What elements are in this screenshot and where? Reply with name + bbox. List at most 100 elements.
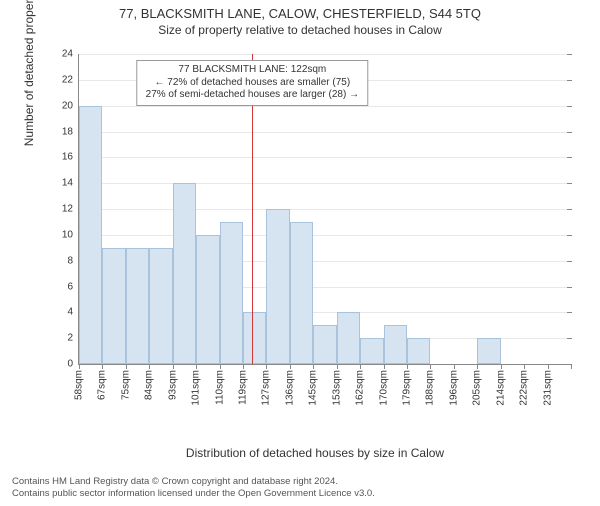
annotation-line1: 77 BLACKSMITH LANE: 122sqm bbox=[146, 64, 359, 77]
footer: Contains HM Land Registry data © Crown c… bbox=[12, 476, 375, 500]
ytick-mark bbox=[567, 235, 572, 236]
gridline bbox=[79, 157, 571, 158]
bar bbox=[360, 338, 383, 364]
xtick-mark bbox=[313, 364, 314, 369]
xtick-label: 179sqm bbox=[402, 370, 413, 406]
annotation-line2: ← 72% of detached houses are smaller (75… bbox=[146, 77, 359, 90]
bar bbox=[337, 312, 360, 364]
xtick-mark bbox=[430, 364, 431, 369]
ytick-mark bbox=[567, 80, 572, 81]
chart-container: Number of detached properties 0246810121… bbox=[60, 54, 570, 404]
xtick-mark bbox=[243, 364, 244, 369]
xtick-label: 231sqm bbox=[542, 370, 553, 406]
gridline bbox=[79, 209, 571, 210]
bar bbox=[477, 338, 500, 364]
ytick-label: 4 bbox=[67, 307, 73, 318]
ytick-label: 14 bbox=[62, 178, 73, 189]
gridline bbox=[79, 132, 571, 133]
xtick-mark bbox=[126, 364, 127, 369]
ytick-mark bbox=[567, 287, 572, 288]
xtick-mark bbox=[477, 364, 478, 369]
xtick-label: 119sqm bbox=[238, 370, 249, 405]
gridline bbox=[79, 183, 571, 184]
ytick-mark bbox=[567, 132, 572, 133]
xtick-mark bbox=[454, 364, 455, 369]
ytick-mark bbox=[567, 54, 572, 55]
xtick-label: 84sqm bbox=[144, 370, 155, 400]
xtick-mark bbox=[501, 364, 502, 369]
xtick-mark bbox=[360, 364, 361, 369]
xtick-label: 205sqm bbox=[472, 370, 483, 406]
bar bbox=[407, 338, 430, 364]
ytick-mark bbox=[567, 106, 572, 107]
bar bbox=[266, 209, 289, 364]
xtick-label: 110sqm bbox=[214, 370, 225, 405]
page-subtitle: Size of property relative to detached ho… bbox=[0, 23, 600, 37]
bar bbox=[290, 222, 313, 364]
ytick-label: 2 bbox=[67, 333, 73, 344]
xtick-label: 58sqm bbox=[74, 370, 85, 400]
xtick-label: 101sqm bbox=[191, 370, 202, 406]
ytick-mark bbox=[567, 157, 572, 158]
xtick-label: 136sqm bbox=[284, 370, 295, 406]
xtick-mark bbox=[384, 364, 385, 369]
gridline bbox=[79, 235, 571, 236]
page-title: 77, BLACKSMITH LANE, CALOW, CHESTERFIELD… bbox=[0, 6, 600, 21]
xtick-label: 145sqm bbox=[308, 370, 319, 406]
ytick-mark bbox=[567, 209, 572, 210]
annotation-box: 77 BLACKSMITH LANE: 122sqm ← 72% of deta… bbox=[137, 60, 368, 106]
footer-line1: Contains HM Land Registry data © Crown c… bbox=[12, 476, 375, 488]
xtick-mark bbox=[337, 364, 338, 369]
bar bbox=[126, 248, 149, 364]
bar bbox=[173, 183, 196, 364]
xtick-mark bbox=[548, 364, 549, 369]
gridline bbox=[79, 106, 571, 107]
y-axis-label: Number of detached properties bbox=[22, 0, 36, 146]
ytick-label: 18 bbox=[62, 126, 73, 137]
xtick-label: 162sqm bbox=[355, 370, 366, 406]
bar bbox=[79, 106, 102, 364]
xtick-mark bbox=[571, 364, 572, 369]
footer-line2: Contains public sector information licen… bbox=[12, 488, 375, 500]
xtick-label: 127sqm bbox=[261, 370, 272, 406]
xtick-label: 170sqm bbox=[378, 370, 389, 406]
xtick-label: 222sqm bbox=[519, 370, 530, 406]
ytick-label: 24 bbox=[62, 49, 73, 60]
xtick-label: 188sqm bbox=[425, 370, 436, 406]
ytick-label: 16 bbox=[62, 152, 73, 163]
ytick-mark bbox=[567, 261, 572, 262]
ytick-label: 8 bbox=[67, 255, 73, 266]
ytick-label: 10 bbox=[62, 229, 73, 240]
bar bbox=[384, 325, 407, 364]
xtick-label: 153sqm bbox=[331, 370, 342, 406]
ytick-mark bbox=[567, 338, 572, 339]
bar bbox=[313, 325, 336, 364]
xtick-mark bbox=[173, 364, 174, 369]
ytick-label: 20 bbox=[62, 100, 73, 111]
xtick-label: 214sqm bbox=[495, 370, 506, 406]
xtick-mark bbox=[266, 364, 267, 369]
xtick-label: 93sqm bbox=[167, 370, 178, 400]
bar bbox=[243, 312, 266, 364]
xtick-label: 75sqm bbox=[120, 370, 131, 400]
xtick-mark bbox=[290, 364, 291, 369]
ytick-label: 22 bbox=[62, 74, 73, 85]
ytick-mark bbox=[567, 312, 572, 313]
bar bbox=[220, 222, 243, 364]
xtick-mark bbox=[407, 364, 408, 369]
bar bbox=[102, 248, 125, 364]
xtick-mark bbox=[196, 364, 197, 369]
xtick-mark bbox=[524, 364, 525, 369]
xtick-mark bbox=[149, 364, 150, 369]
xtick-mark bbox=[102, 364, 103, 369]
bar bbox=[149, 248, 172, 364]
annotation-line3: 27% of semi-detached houses are larger (… bbox=[146, 89, 359, 102]
ytick-mark bbox=[567, 183, 572, 184]
xtick-mark bbox=[79, 364, 80, 369]
xtick-label: 67sqm bbox=[97, 370, 108, 400]
xtick-mark bbox=[220, 364, 221, 369]
bar bbox=[196, 235, 219, 364]
plot-area: 02468101214161820222458sqm67sqm75sqm84sq… bbox=[78, 54, 571, 365]
xtick-label: 196sqm bbox=[448, 370, 459, 406]
gridline bbox=[79, 54, 571, 55]
